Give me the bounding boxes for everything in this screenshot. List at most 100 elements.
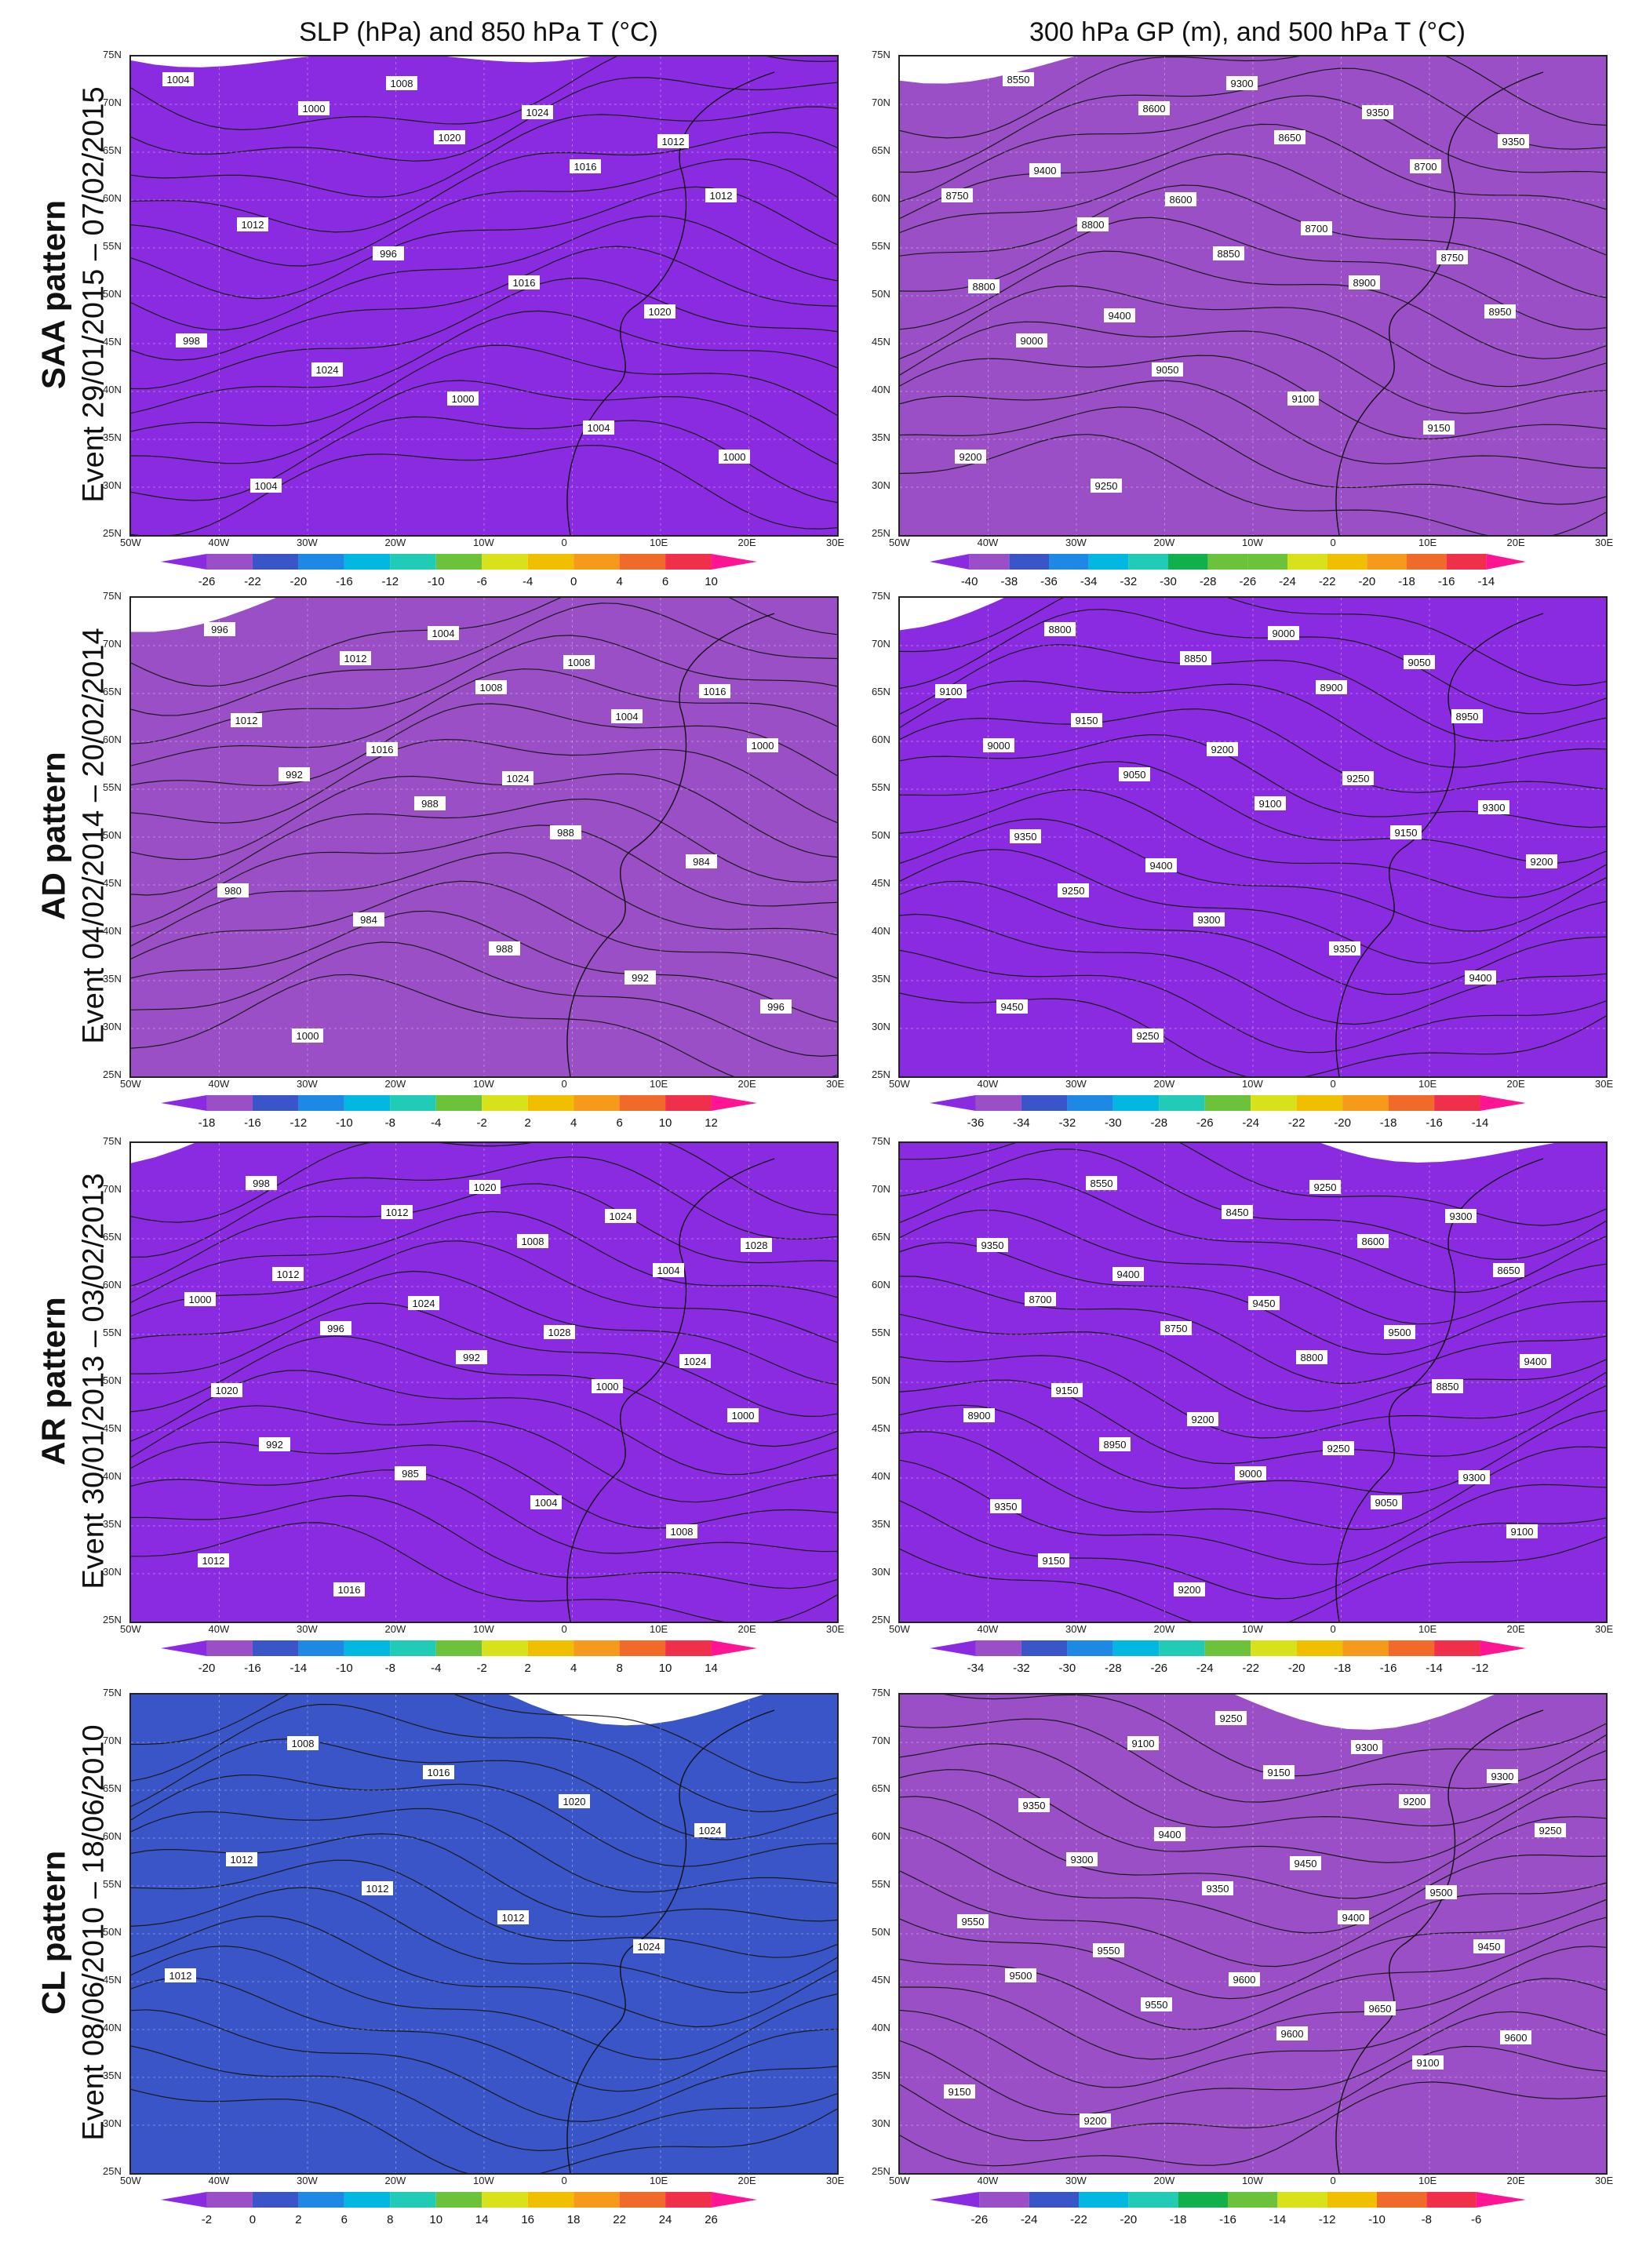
latitude-tick-label: 55N — [103, 1878, 122, 1890]
svg-text:988: 988 — [421, 798, 439, 810]
contour-label: 9100 — [1254, 796, 1286, 810]
map-canvas: 998 1012 1008 1004 1000 996 992 1000 1000 992 985 1… — [131, 1143, 837, 1622]
contour-label: 9250 — [1091, 479, 1122, 493]
slp-temperature-map: 996 1012 1008 1004 1000 992 988 988 984 980 984 988… — [129, 596, 839, 1078]
svg-text:1012: 1012 — [202, 1555, 225, 1567]
svg-text:8450: 8450 — [1226, 1207, 1249, 1218]
latitude-tick-label: 65N — [872, 144, 890, 156]
svg-text:992: 992 — [286, 769, 303, 781]
svg-text:1012: 1012 — [235, 715, 258, 726]
contour-label: 1004 — [530, 1495, 562, 1509]
pattern-name: SAA pattern — [35, 199, 72, 389]
colorbar-swatch — [1228, 2192, 1278, 2208]
svg-text:9250: 9250 — [1314, 1181, 1337, 1193]
isoline — [131, 246, 837, 361]
isoline — [131, 1703, 837, 1813]
isoline — [900, 1210, 1606, 1325]
latitude-tick-label: 50N — [103, 1926, 122, 1938]
latitude-tick-label: 50N — [103, 1374, 122, 1386]
latitude-tick-label: 40N — [872, 2022, 890, 2033]
latitude-tick-label: 35N — [103, 2070, 122, 2081]
colorbar-swatch — [665, 554, 712, 570]
longitude-tick-label: 40W — [208, 1623, 230, 1635]
svg-text:1024: 1024 — [610, 1210, 632, 1222]
latitude-tick-label: 25N — [872, 1614, 890, 1625]
colorbar-tick-label: 2 — [295, 2213, 301, 2226]
longitude-tick-label: 50W — [120, 537, 141, 548]
longitude-tick-label: 10E — [650, 537, 668, 548]
svg-text:9450: 9450 — [1478, 1941, 1501, 1953]
contour-label: 9350 — [1010, 829, 1041, 843]
svg-text:1012: 1012 — [662, 136, 685, 147]
contour-label: 1000 — [727, 1408, 759, 1422]
colorbar-swatch — [161, 1640, 207, 1656]
contour-label: 998 — [176, 333, 207, 348]
longitude-tick-label: 10W — [473, 2175, 494, 2186]
colorbar-tick-label: -20 — [1288, 1662, 1305, 1675]
longitude-tick-label: 20E — [1506, 537, 1525, 548]
svg-text:9350: 9350 — [1014, 831, 1037, 843]
colorbar-tick-label: -14 — [1477, 575, 1495, 588]
svg-text:1000: 1000 — [297, 1030, 319, 1042]
colorbar-tick-label: -20 — [1120, 2213, 1137, 2226]
contour-label: 1024 — [502, 771, 533, 785]
longitude-tick-label: 50W — [889, 537, 910, 548]
colorbar-swatch — [711, 2192, 757, 2208]
longitude-tick-label: 10E — [650, 1078, 668, 1090]
latitude-tick-label: 30N — [872, 479, 890, 491]
contour-label: 8650 — [1274, 130, 1305, 144]
coastline — [566, 613, 775, 1076]
contour-label: 9150 — [1051, 1383, 1083, 1397]
colorbar-tick-label: 22 — [613, 2213, 626, 2226]
contour-label: 9250 — [1342, 771, 1374, 785]
longitude-tick-label: 10E — [650, 2175, 668, 2186]
map-canvas: 8800 8850 8900 8950 9000 9050 9100 9150 9200 9250… — [900, 598, 1606, 1076]
contour-label: 8750 — [1437, 250, 1468, 264]
contour-label: 9050 — [1404, 655, 1435, 669]
latitude-tick-label: 30N — [872, 1566, 890, 1578]
longitude-tick-label: 40W — [977, 2175, 999, 2186]
colorbar-swatch — [574, 1640, 620, 1656]
svg-text:1012: 1012 — [710, 190, 733, 202]
isoline — [131, 310, 837, 414]
svg-text:9400: 9400 — [1524, 1356, 1547, 1367]
contour-label: 9250 — [1323, 1441, 1354, 1455]
colorbar: -2 0 2 6 8 10 14 16 18 22 24 26 — [161, 2192, 757, 2226]
svg-text:992: 992 — [632, 972, 649, 984]
latitude-tick-label: 40N — [103, 384, 122, 395]
colorbar-tick-label: -16 — [1426, 1116, 1443, 1130]
colorbar-tick-label: -34 — [967, 1662, 985, 1675]
isoline — [131, 1240, 837, 1343]
longitude-tick-label: 10E — [650, 1623, 668, 1635]
colorbar-swatch — [1296, 1095, 1343, 1111]
colorbar-swatch — [665, 2192, 712, 2208]
longitude-tick-label: 20E — [737, 1078, 756, 1090]
longitude-tick-label: 50W — [889, 1078, 910, 1090]
contour-label: 1008 — [475, 680, 507, 694]
colorbar-swatch — [1021, 1640, 1068, 1656]
contour-label: 988 — [550, 825, 581, 839]
svg-text:8800: 8800 — [1082, 219, 1105, 231]
isoline — [900, 880, 1606, 996]
colorbar-tick-label: -2 — [477, 1662, 487, 1675]
isoline — [131, 215, 837, 331]
colorbar-tick-label: 0 — [249, 2213, 256, 2226]
isoline — [900, 56, 1606, 139]
isoline — [900, 321, 1606, 414]
colorbar-tick-label: -30 — [1059, 1662, 1076, 1675]
isoline — [900, 1536, 1606, 1622]
colorbar-tick-label: -14 — [1269, 2213, 1286, 2226]
longitude-tick-label: 20W — [384, 1078, 406, 1090]
svg-text:1000: 1000 — [752, 740, 774, 752]
isoline — [900, 708, 1606, 793]
svg-text:9150: 9150 — [1043, 1555, 1065, 1567]
latitude-tick-label: 45N — [103, 1422, 122, 1434]
svg-text:1024: 1024 — [413, 1298, 435, 1309]
colorbar: -36 -34 -32 -30 -28 -26 -24 -22 -20 -18 -16 -14 — [930, 1095, 1526, 1130]
svg-text:984: 984 — [693, 856, 710, 868]
svg-text:1008: 1008 — [522, 1236, 544, 1247]
svg-text:1004: 1004 — [535, 1497, 558, 1509]
isoline — [900, 1313, 1606, 1412]
colorbar-swatch — [1342, 1640, 1389, 1656]
colorbar-swatch — [930, 1640, 976, 1656]
